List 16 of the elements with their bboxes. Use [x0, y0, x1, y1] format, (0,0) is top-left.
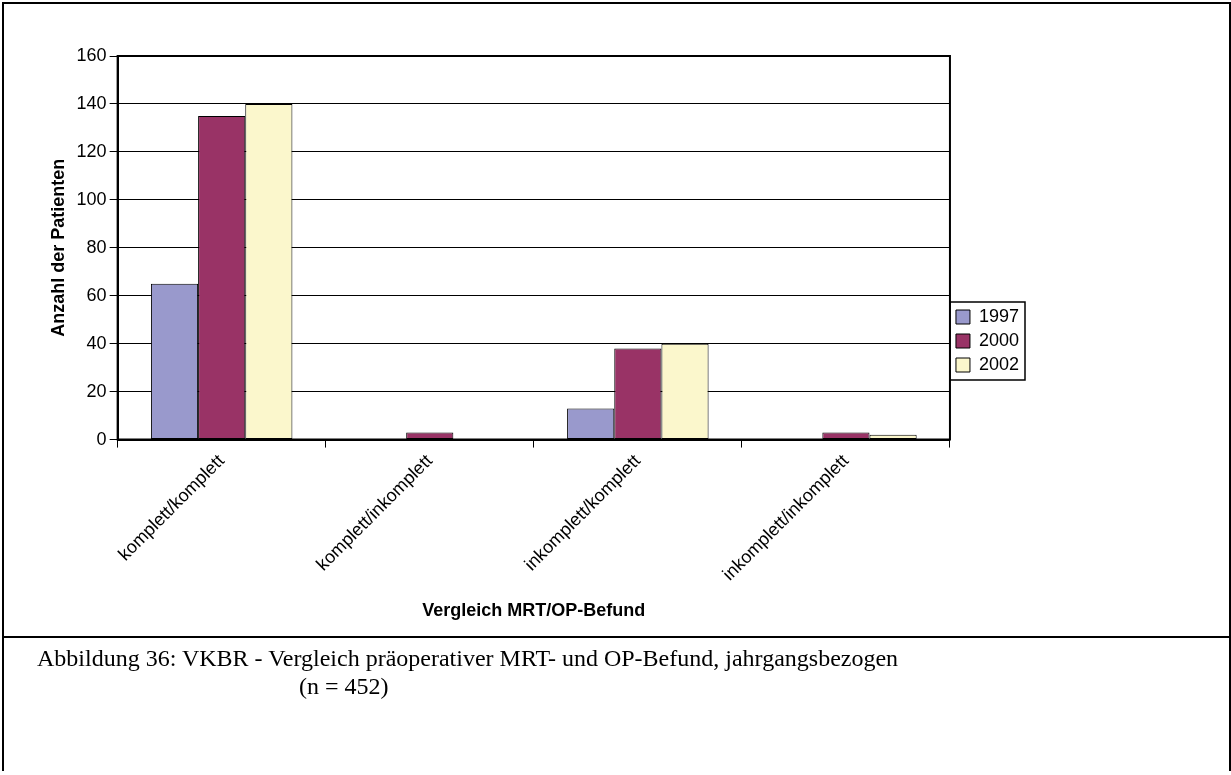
- y-tick-label: 40: [86, 332, 107, 353]
- legend-label: 1997: [978, 305, 1019, 326]
- y-tick-label: 100: [76, 188, 107, 209]
- legend-label: 2000: [978, 329, 1019, 350]
- y-tick-label: 120: [76, 140, 107, 161]
- y-tick-label: 140: [76, 92, 107, 113]
- y-tick-label: 160: [76, 44, 107, 65]
- text: (n = 452): [298, 672, 390, 700]
- y-tick-label: 60: [86, 284, 107, 305]
- legend-label: 2002: [978, 353, 1019, 374]
- y-axis-title: Anzahl der Patienten: [47, 158, 68, 337]
- y-tick-label: 20: [86, 380, 107, 401]
- x-axis-title: Vergleich MRT/OP-Befund: [422, 600, 646, 621]
- y-tick-label: 0: [96, 428, 107, 449]
- y-tick-label: 80: [86, 236, 107, 257]
- text: Abbildung 36: VKBR - Vergleich präoperativer MRT- und OP-Befund, jahrgangsbezogen: [37, 644, 899, 672]
